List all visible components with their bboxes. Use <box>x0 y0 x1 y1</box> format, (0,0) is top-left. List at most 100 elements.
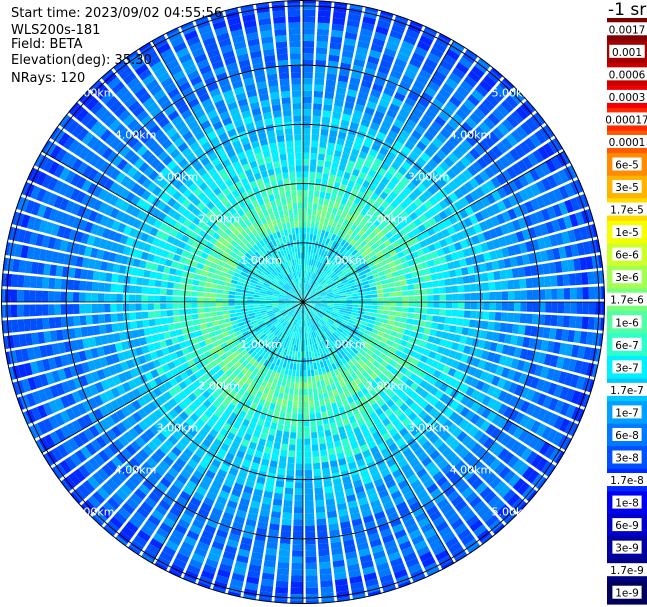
range-gate-cell <box>592 205 603 221</box>
range-gate-cell <box>433 70 447 82</box>
range-gate-cell <box>553 400 565 414</box>
range-gate-cell <box>213 325 221 331</box>
range-gate-cell <box>471 235 480 245</box>
range-gate-cell <box>324 378 330 386</box>
range-gate-cell <box>520 290 527 300</box>
range-gate-cell <box>452 148 464 160</box>
range-gate-cell <box>395 205 404 214</box>
range-gate-cell <box>340 277 348 282</box>
range-gate-cell <box>303 84 313 91</box>
range-gate-cell <box>501 367 510 379</box>
range-gate-cell <box>447 333 456 341</box>
range-gate-cell <box>312 462 321 470</box>
range-gate-cell <box>395 286 402 292</box>
range-gate-cell <box>328 318 335 324</box>
range-gate-cell <box>456 231 465 241</box>
range-gate-cell <box>204 282 212 288</box>
range-gate-cell <box>318 255 323 263</box>
range-gate-cell <box>307 306 313 311</box>
range-gate-cell <box>323 166 331 175</box>
range-gate-cell <box>387 35 401 46</box>
range-gate-cell <box>439 238 448 248</box>
range-gate-cell <box>473 143 486 156</box>
range-gate-cell <box>517 266 526 278</box>
range-gate-cell <box>488 440 500 453</box>
range-gate-cell <box>475 446 487 459</box>
range-gate-cell <box>310 159 317 166</box>
range-gate-cell <box>307 306 312 312</box>
range-gate-cell <box>569 315 577 329</box>
range-gate-cell <box>48 304 55 316</box>
range-gate-cell <box>110 313 118 323</box>
range-gate-cell <box>438 199 449 210</box>
range-gate-cell <box>480 450 492 463</box>
range-gate-cell <box>390 403 399 413</box>
range-gate-cell <box>307 292 312 298</box>
range-gate-cell <box>318 328 324 335</box>
range-gate-cell <box>54 316 62 328</box>
range-gate-cell <box>389 190 398 200</box>
range-gate-cell <box>309 299 316 301</box>
range-gate-cell <box>514 384 524 397</box>
range-gate-cell <box>427 185 438 196</box>
range-gate-cell <box>317 543 329 551</box>
range-gate-cell <box>558 371 568 385</box>
range-gate-cell <box>325 404 332 412</box>
range-gate-cell <box>374 385 383 394</box>
range-gate-cell <box>522 466 535 480</box>
range-gate-cell <box>482 282 490 291</box>
range-gate-cell <box>397 344 406 352</box>
range-gate-cell <box>419 399 429 410</box>
range-gate-cell <box>518 174 530 188</box>
range-gate-cell <box>295 463 303 470</box>
range-gate-cell <box>496 213 506 225</box>
range-gate-cell <box>296 444 303 452</box>
range-gate-cell <box>433 241 442 250</box>
range-gate-cell <box>376 131 387 141</box>
range-gate-cell <box>386 372 395 381</box>
range-gate-cell <box>365 257 373 265</box>
range-gate-cell <box>571 344 580 358</box>
range-gate-cell <box>167 316 175 324</box>
range-gate-cell <box>344 139 354 148</box>
range-gate-cell <box>497 403 508 416</box>
range-gate-cell <box>425 281 433 288</box>
range-gate-cell <box>319 319 325 325</box>
range-gate-cell <box>530 265 538 276</box>
range-gate-cell <box>340 56 353 65</box>
range-gate-cell <box>465 514 480 527</box>
range-gate-cell <box>371 328 379 335</box>
range-gate-cell <box>328 261 334 268</box>
range-gate-cell <box>492 387 502 399</box>
range-gate-cell <box>29 275 37 289</box>
range-gate-cell <box>358 258 366 265</box>
range-gate-cell <box>313 247 317 254</box>
range-gate-cell <box>234 302 241 306</box>
range-gate-cell <box>311 431 318 439</box>
range-gate-cell <box>473 524 487 537</box>
range-gate-cell <box>492 400 503 413</box>
range-gate-cell <box>358 247 366 255</box>
range-gate-cell <box>575 195 586 210</box>
range-gate-cell <box>541 177 552 191</box>
range-gate-cell <box>308 190 314 197</box>
range-gate-cell <box>450 252 459 261</box>
range-gate-cell <box>483 302 490 311</box>
range-gate-cell <box>314 294 321 298</box>
range-gate-cell <box>393 259 402 266</box>
range-gate-cell <box>318 269 324 276</box>
range-gate-cell <box>534 165 546 179</box>
range-gate-cell <box>448 72 462 85</box>
range-gate-cell <box>418 410 428 420</box>
range-gate-cell <box>538 289 546 300</box>
range-gate-cell <box>405 29 420 40</box>
range-gate-cell <box>36 276 44 289</box>
range-gate-cell <box>307 376 312 383</box>
range-gate-cell <box>313 90 324 98</box>
range-gate-cell <box>327 447 336 456</box>
range-gate-cell <box>331 274 338 280</box>
range-gate-cell <box>381 53 395 64</box>
range-gate-cell <box>491 413 503 426</box>
range-gate-cell <box>382 218 391 227</box>
range-gate-cell <box>422 364 431 373</box>
